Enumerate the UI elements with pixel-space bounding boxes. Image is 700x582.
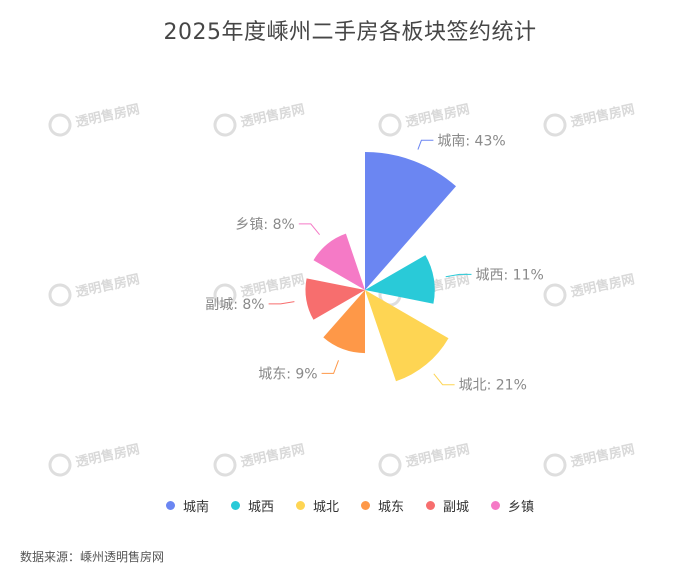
legend-item-chengxi[interactable]: 城西	[230, 496, 274, 515]
legend-swatch	[491, 501, 501, 510]
slice-label: 城南: 43%	[437, 133, 505, 149]
pie-slice[interactable]	[313, 233, 366, 290]
label-leader-line	[268, 301, 295, 305]
watermark: 透明售房网	[48, 271, 141, 307]
legend-swatch	[165, 501, 175, 510]
svg-text:透明售房网: 透明售房网	[404, 441, 471, 470]
label-leader-line	[321, 360, 339, 374]
label-leader-line	[433, 373, 455, 386]
svg-text:透明售房网: 透明售房网	[74, 441, 141, 470]
svg-text:透明售房网: 透明售房网	[239, 441, 306, 470]
svg-text:透明售房网: 透明售房网	[74, 101, 141, 130]
watermark: 透明售房网	[543, 441, 636, 477]
watermark: 透明售房网	[48, 441, 141, 477]
data-source-note: 数据来源：嵊州透明售房网	[20, 550, 165, 564]
legend-item-chengbei[interactable]: 城北	[295, 496, 339, 515]
pie-slice[interactable]	[323, 290, 365, 354]
pie-slice[interactable]	[365, 152, 456, 290]
slice-label: 城东: 9%	[258, 366, 317, 382]
label-leader-line	[417, 139, 434, 150]
legend-label: 城东	[378, 500, 405, 515]
legend-label: 城南	[182, 500, 209, 515]
svg-text:透明售房网: 透明售房网	[569, 101, 636, 130]
slice-labels: 城南: 43% 城西: 11% 城北: 21% 城东: 9% 副城: 8% 乡镇: 8%	[205, 133, 544, 393]
legend-swatch	[426, 501, 436, 510]
svg-text:透明售房网: 透明售房网	[239, 101, 306, 130]
label-leader-line	[298, 223, 320, 236]
label-leader-line	[445, 273, 472, 278]
slice-label: 城西: 11%	[476, 267, 544, 283]
slice-label: 城北: 21%	[459, 378, 527, 394]
legend-swatch	[230, 501, 240, 510]
legend-item-fucheng[interactable]: 副城	[426, 496, 469, 515]
legend: 城南 城西 城北 城东 副城 乡镇	[0, 496, 700, 515]
pie-slice[interactable]	[365, 290, 449, 382]
svg-text:透明售房网: 透明售房网	[74, 271, 141, 300]
slice-label: 乡镇: 8%	[235, 217, 294, 233]
legend-swatch	[361, 501, 370, 510]
slice-label: 副城: 8%	[205, 297, 264, 313]
svg-text:透明售房网: 透明售房网	[404, 101, 471, 130]
watermark: 透明售房网	[213, 441, 306, 477]
legend-label: 城北	[312, 500, 339, 515]
legend-label: 乡镇	[508, 500, 535, 515]
pie-slice[interactable]	[365, 255, 435, 304]
legend-item-chengnan[interactable]: 城南	[165, 496, 209, 515]
legend-label: 城西	[247, 500, 274, 515]
watermark: 透明售房网	[48, 101, 141, 137]
chart-title: 2025年度嵊州二手房各板块签约统计	[163, 20, 537, 45]
svg-text:透明售房网: 透明售房网	[569, 441, 636, 470]
label-leaders	[268, 139, 472, 386]
watermark: 透明售房网	[378, 441, 471, 477]
legend-item-xiangzhen[interactable]: 乡镇	[491, 496, 534, 515]
watermark: 透明售房网	[378, 101, 471, 137]
watermark: 透明售房网	[543, 271, 636, 307]
legend-swatch	[295, 501, 305, 510]
svg-text:透明售房网: 透明售房网	[569, 271, 636, 300]
pie-slice[interactable]	[305, 278, 365, 320]
pie-slices	[305, 152, 456, 382]
watermark: 透明售房网	[213, 101, 306, 137]
legend-label: 副城	[443, 500, 470, 515]
legend-item-chengdong[interactable]: 城东	[361, 496, 404, 515]
watermark: 透明售房网	[543, 101, 636, 137]
